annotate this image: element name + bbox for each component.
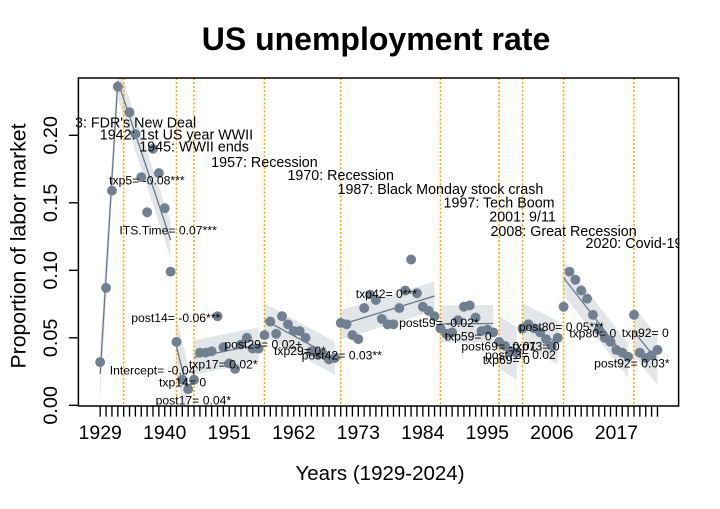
svg-text:txp73= 0: txp73= 0 xyxy=(513,339,560,353)
svg-text:post42= 0.03**: post42= 0.03** xyxy=(302,349,383,363)
svg-text:post80= 0.05***: post80= 0.05*** xyxy=(519,320,604,334)
svg-text:ITS.Time= 0.07***: ITS.Time= 0.07*** xyxy=(119,223,217,237)
svg-text:US unemployment rate: US unemployment rate xyxy=(202,21,551,57)
svg-text:1995: 1995 xyxy=(466,422,510,444)
svg-text:2006: 2006 xyxy=(530,422,573,444)
svg-text:1962: 1962 xyxy=(272,422,315,444)
svg-text:post17= 0.04*: post17= 0.04* xyxy=(156,393,232,407)
svg-text:1945: WWII ends: 1945: WWII ends xyxy=(139,139,249,155)
svg-text:1933: FDR's New Deal: 1933: FDR's New Deal xyxy=(51,115,196,131)
svg-text:txp59= 0: txp59= 0 xyxy=(445,330,492,344)
svg-text:1973: 1973 xyxy=(337,422,380,444)
svg-text:post73= 0.02: post73= 0.02 xyxy=(485,348,556,362)
svg-text:0.10: 0.10 xyxy=(40,251,62,290)
svg-text:txp80= 0: txp80= 0 xyxy=(569,327,616,341)
svg-text:2017: 2017 xyxy=(595,422,638,444)
svg-text:1987: Black Monday stock crash: 1987: Black Monday stock crash xyxy=(338,182,544,198)
svg-text:1951: 1951 xyxy=(208,422,251,444)
svg-text:post59= -0.02*: post59= -0.02* xyxy=(399,316,479,330)
svg-text:1984: 1984 xyxy=(401,422,445,444)
svg-text:0.20: 0.20 xyxy=(40,116,62,155)
svg-text:post69= -0.01: post69= -0.01 xyxy=(461,339,536,353)
svg-text:0.05: 0.05 xyxy=(40,319,62,358)
svg-text:1970: Recession: 1970: Recession xyxy=(287,168,394,184)
svg-text:txp29= 0*: txp29= 0* xyxy=(274,344,326,358)
svg-text:post29= 0.02+: post29= 0.02+ xyxy=(224,338,302,352)
svg-text:Proportion of labor market: Proportion of labor market xyxy=(8,123,31,368)
svg-text:post14= -0.06***: post14= -0.06*** xyxy=(131,311,220,325)
svg-text:2008: Great Recession: 2008: Great Recession xyxy=(490,224,636,240)
svg-text:1940: 1940 xyxy=(143,422,187,444)
svg-text:txp14= 0: txp14= 0 xyxy=(159,376,206,390)
svg-text:1942: 1st US year WWII: 1942: 1st US year WWII xyxy=(100,128,253,144)
svg-text:txp92= 0: txp92= 0 xyxy=(622,326,669,340)
svg-text:post92= 0.03*: post92= 0.03* xyxy=(594,357,670,371)
svg-text:0.00: 0.00 xyxy=(40,386,62,425)
svg-text:2001: 9/11: 2001: 9/11 xyxy=(489,209,556,225)
svg-text:txp17= 0.02*: txp17= 0.02* xyxy=(189,357,258,371)
svg-text:0.15: 0.15 xyxy=(40,184,62,223)
svg-text:txp42= 0***: txp42= 0*** xyxy=(356,287,418,301)
svg-text:txp69= 0: txp69= 0 xyxy=(483,353,530,367)
svg-text:2020: Covid-19: 2020: Covid-19 xyxy=(586,236,683,252)
svg-text:txp5= -0.08***: txp5= -0.08*** xyxy=(109,174,185,188)
svg-text:1929: 1929 xyxy=(79,422,122,444)
svg-text:1997: Tech Boom: 1997: Tech Boom xyxy=(444,196,555,212)
svg-text:1957: Recession: 1957: Recession xyxy=(211,155,318,171)
svg-text:Years (1929-2024): Years (1929-2024) xyxy=(295,462,464,485)
svg-text:Intercept= -0.04: Intercept= -0.04 xyxy=(110,364,196,378)
